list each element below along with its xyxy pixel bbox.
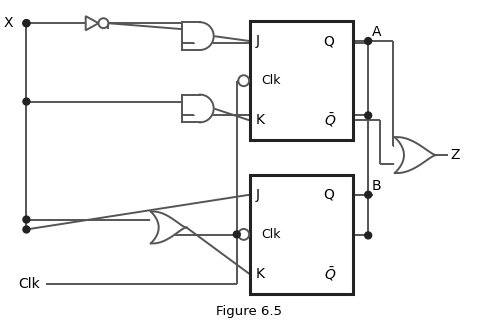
Circle shape	[23, 216, 30, 223]
Polygon shape	[183, 22, 214, 50]
Circle shape	[23, 226, 30, 233]
Bar	[249, 21, 353, 140]
Bar	[249, 175, 353, 294]
Text: Q: Q	[324, 188, 335, 202]
Circle shape	[238, 229, 249, 240]
Circle shape	[99, 18, 108, 28]
Text: J: J	[255, 34, 259, 48]
Polygon shape	[395, 137, 436, 173]
Text: $\bar{Q}$: $\bar{Q}$	[324, 265, 336, 283]
Polygon shape	[151, 212, 187, 243]
Text: K: K	[255, 113, 264, 127]
Circle shape	[238, 75, 249, 86]
Text: Z: Z	[450, 148, 460, 162]
Circle shape	[23, 98, 30, 105]
Text: J: J	[255, 188, 259, 202]
Text: Clk: Clk	[261, 74, 281, 87]
Text: Clk: Clk	[261, 228, 281, 241]
Circle shape	[23, 20, 30, 27]
Text: Clk: Clk	[18, 277, 40, 291]
Circle shape	[365, 112, 372, 119]
Circle shape	[365, 232, 372, 239]
Text: $\bar{Q}$: $\bar{Q}$	[324, 112, 336, 129]
Text: B: B	[372, 179, 382, 193]
Text: K: K	[255, 267, 264, 281]
Polygon shape	[183, 94, 214, 122]
Circle shape	[365, 38, 372, 45]
Circle shape	[233, 231, 240, 238]
Circle shape	[23, 20, 30, 27]
Text: X: X	[3, 16, 12, 30]
Text: Figure 6.5: Figure 6.5	[216, 305, 282, 318]
Text: A: A	[372, 25, 382, 39]
Text: Q: Q	[324, 34, 335, 48]
Circle shape	[365, 191, 372, 198]
